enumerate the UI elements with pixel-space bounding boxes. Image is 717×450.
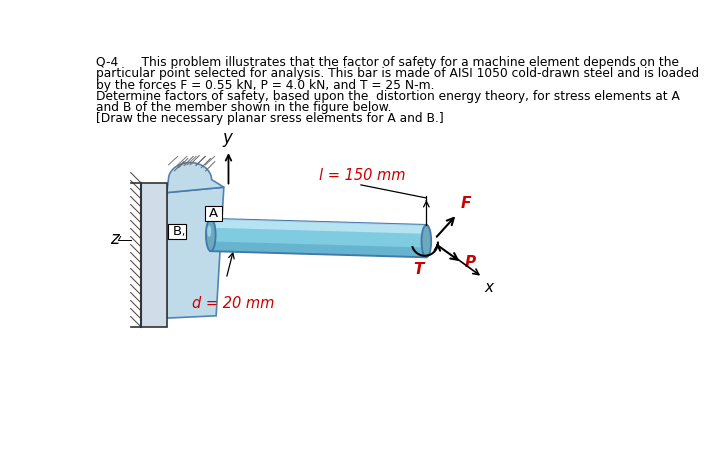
Polygon shape (167, 187, 224, 318)
Text: x: x (485, 279, 494, 295)
Ellipse shape (207, 225, 212, 237)
Text: B: B (172, 225, 181, 238)
Text: z: z (110, 230, 119, 248)
Text: F: F (460, 196, 470, 211)
Text: by the forces F = 0.55 kN, P = 4.0 kN, and T = 25 N-m.: by the forces F = 0.55 kN, P = 4.0 kN, a… (96, 79, 435, 92)
FancyBboxPatch shape (205, 207, 222, 221)
Polygon shape (210, 241, 426, 257)
FancyBboxPatch shape (168, 224, 186, 239)
Text: [Draw the necessary planar sress elements for A and B.]: [Draw the necessary planar sress element… (96, 112, 444, 125)
Polygon shape (210, 219, 427, 257)
Text: and B of the member shown in the figure below.: and B of the member shown in the figure … (96, 101, 391, 114)
Text: ,: , (181, 227, 185, 237)
Text: y: y (222, 129, 232, 147)
Ellipse shape (206, 219, 216, 251)
Text: Determine factors of safety, based upon the  distortion energy theory, for stres: Determine factors of safety, based upon … (96, 90, 680, 103)
Text: l = 150 mm: l = 150 mm (318, 167, 405, 183)
Polygon shape (167, 162, 224, 193)
Text: particular point selected for analysis. This bar is made of AISI 1050 cold-drawn: particular point selected for analysis. … (96, 68, 699, 81)
Text: T: T (414, 262, 424, 277)
Text: Q-4      This problem illustrates that the factor of safety for a machine elemen: Q-4 This problem illustrates that the fa… (96, 56, 679, 69)
Text: d = 20 mm: d = 20 mm (191, 296, 274, 311)
Text: P: P (465, 255, 476, 270)
Text: A: A (209, 207, 219, 220)
Ellipse shape (422, 225, 431, 257)
Polygon shape (211, 219, 427, 234)
Bar (141, 183, 167, 327)
